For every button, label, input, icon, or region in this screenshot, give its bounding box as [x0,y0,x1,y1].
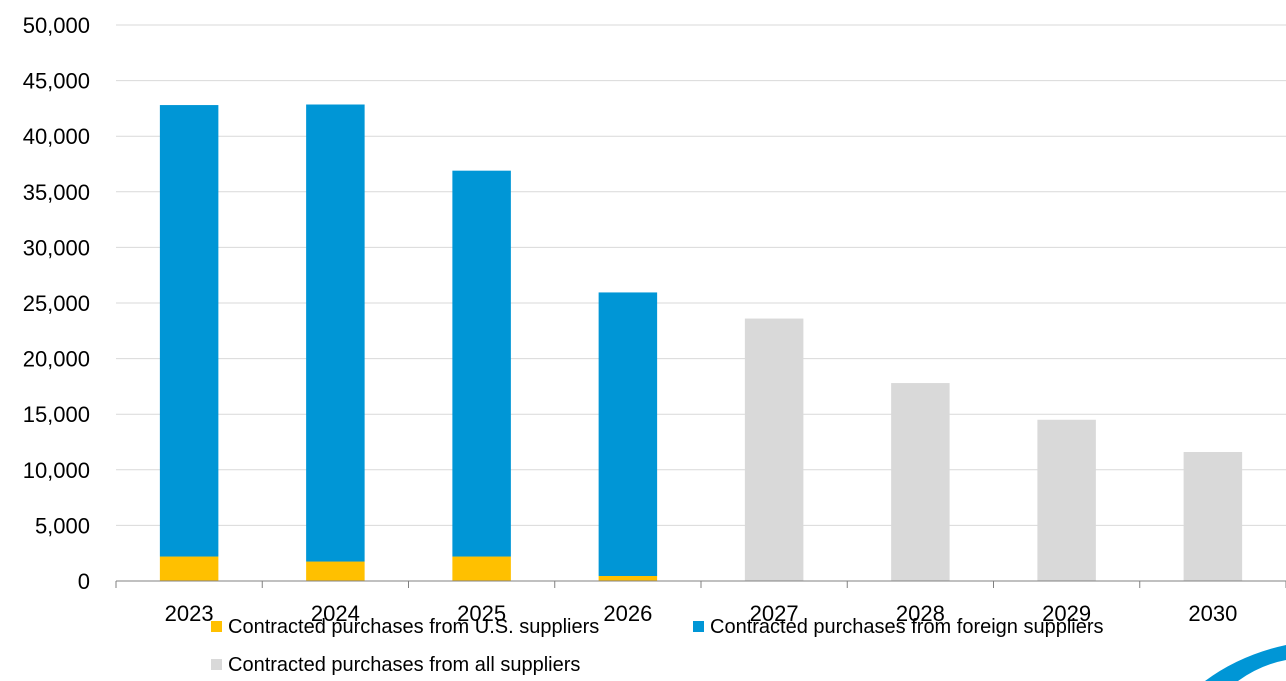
y-tick-label: 15,000 [23,402,90,427]
y-tick-label: 30,000 [23,235,90,260]
x-tick-label: 2030 [1188,601,1237,626]
y-tick-label: 35,000 [23,180,90,205]
bar-segment-2 [1037,419,1096,581]
x-tick-label: 2027 [750,601,799,626]
legend-swatch [693,621,704,632]
y-tick-label: 0 [78,569,90,594]
bar-segment-1 [452,170,511,557]
y-tick-label: 25,000 [23,291,90,316]
x-tick-label: 2024 [311,601,360,626]
bar-segment-0 [306,561,365,581]
legend-label: Contracted purchases from U.S. suppliers [228,616,599,638]
x-tick-label: 2026 [603,601,652,626]
bar-segment-0 [159,556,219,581]
bars [159,104,1243,581]
x-tick-label: 2025 [457,601,506,626]
bar-segment-2 [1183,452,1243,581]
bar-segment-1 [306,104,365,562]
x-tick-label: 2029 [1042,601,1091,626]
bar-segment-2 [891,383,950,581]
legend-label: Contracted purchases from all suppliers [228,654,580,676]
x-axis-ticks: 2023 2024 2025 2026 2027 2028 2029 2030 [165,601,1238,626]
legend-swatch [211,659,222,670]
axes [115,580,1286,588]
legend-swatch [211,621,222,632]
y-tick-label: 20,000 [23,347,90,372]
gridlines [116,24,1286,526]
y-axis-ticks: 0 5,000 10,000 15,000 20,000 25,000 30,000 35,0… [23,13,90,594]
bar-segment-0 [452,556,511,581]
bar-segment-1 [159,105,219,557]
x-tick-label: 2028 [896,601,945,626]
logo-swoosh-inner [1238,660,1286,681]
legend: Contracted purchases from U.S. suppliers… [211,616,1104,676]
bar-segment-2 [744,318,804,581]
y-tick-label: 45,000 [23,69,90,94]
x-tick-label: 2023 [165,601,214,626]
y-tick-label: 40,000 [23,124,90,149]
y-tick-label: 10,000 [23,458,90,483]
legend-label: Contracted purchases from foreign suppli… [710,616,1104,638]
bar-segment-0 [598,575,658,581]
y-tick-label: 50,000 [23,13,90,38]
bar-segment-1 [598,292,658,576]
y-tick-label: 5,000 [35,513,90,538]
